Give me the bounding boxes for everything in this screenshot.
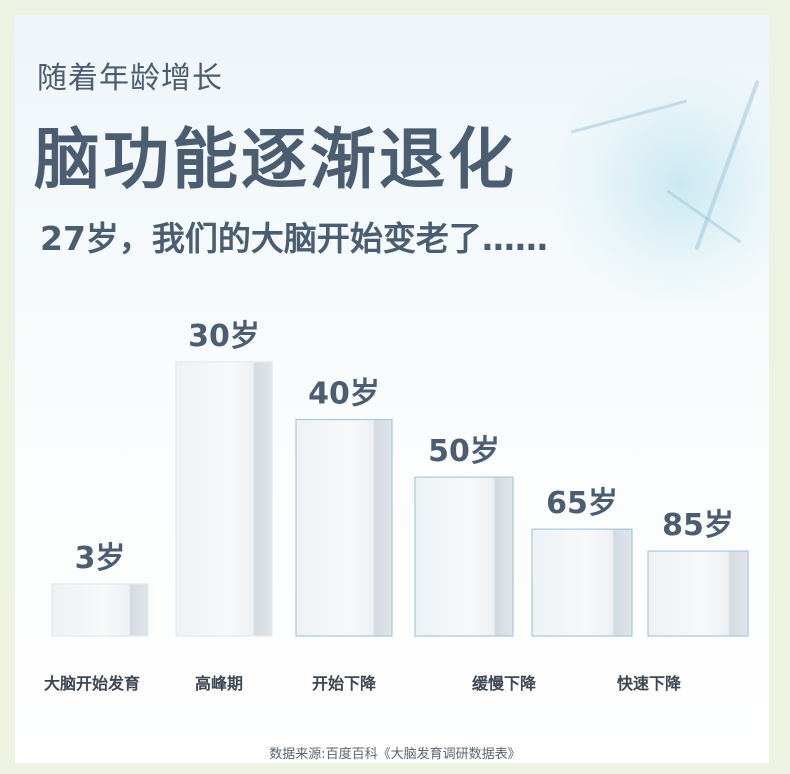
age-label: 3岁 bbox=[75, 541, 126, 576]
subtitle: 随着年龄增长 bbox=[37, 61, 223, 96]
page-title: 脑功能逐渐退化 bbox=[34, 121, 517, 198]
stage-label-slow-decline: 缓慢下降 bbox=[472, 674, 537, 693]
stage-label-rapid-decline: 快速下降 bbox=[617, 674, 682, 693]
stage-label-development: 大脑开始发育 bbox=[44, 674, 141, 693]
age-label: 65岁 bbox=[546, 486, 618, 521]
age-label: 40岁 bbox=[308, 377, 380, 412]
age-label: 50岁 bbox=[428, 434, 500, 469]
age-label: 85岁 bbox=[662, 508, 734, 543]
bar-30岁 bbox=[175, 361, 273, 637]
neuron-decoration bbox=[549, 55, 769, 315]
data-source: 数据来源:百度百科《大脑发育调研数据表》 bbox=[269, 747, 521, 762]
bar-3岁 bbox=[51, 583, 149, 637]
tagline: 27岁，我们的大脑开始变老了…… bbox=[40, 219, 548, 258]
age-label: 30岁 bbox=[188, 319, 260, 354]
infographic-card bbox=[15, 15, 769, 763]
bar-50岁 bbox=[414, 476, 514, 637]
bar-85岁 bbox=[647, 550, 749, 637]
bar-40岁 bbox=[295, 418, 393, 637]
stage-label-peak: 高峰期 bbox=[195, 674, 244, 693]
bar-65岁 bbox=[531, 528, 633, 637]
stage-label-start-decline: 开始下降 bbox=[312, 674, 377, 693]
